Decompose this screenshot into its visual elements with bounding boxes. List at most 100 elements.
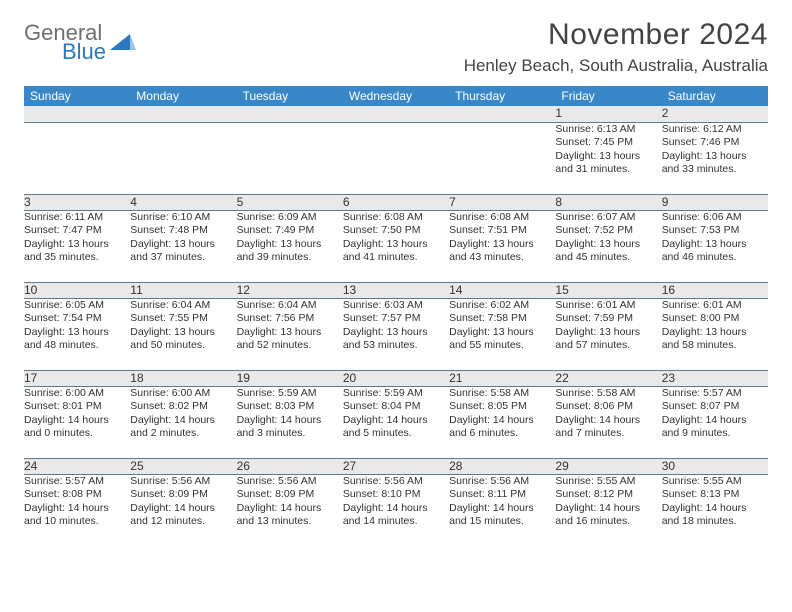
- sunset-text: Sunset: 7:45 PM: [555, 136, 661, 150]
- sunrise-text: Sunrise: 6:04 AM: [237, 299, 343, 313]
- daylight-text-2: and 57 minutes.: [555, 339, 661, 353]
- sunset-text: Sunset: 7:58 PM: [449, 312, 555, 326]
- day-content-cell: Sunrise: 6:05 AMSunset: 7:54 PMDaylight:…: [24, 298, 130, 370]
- sunrise-text: Sunrise: 6:00 AM: [24, 387, 130, 401]
- sunset-text: Sunset: 7:46 PM: [662, 136, 768, 150]
- daylight-text-1: Daylight: 14 hours: [343, 502, 449, 516]
- day-number-cell: 4: [130, 194, 236, 210]
- day-content-cell: Sunrise: 5:55 AMSunset: 8:13 PMDaylight:…: [662, 474, 768, 546]
- sunset-text: Sunset: 8:13 PM: [662, 488, 768, 502]
- weekday-header: Sunday: [24, 86, 130, 106]
- day-content-cell: Sunrise: 5:56 AMSunset: 8:09 PMDaylight:…: [130, 474, 236, 546]
- header: General Blue November 2024 Henley Beach,…: [24, 18, 768, 76]
- day-content-cell: Sunrise: 6:08 AMSunset: 7:50 PMDaylight:…: [343, 210, 449, 282]
- day-number-cell: 21: [449, 370, 555, 386]
- daylight-text-2: and 43 minutes.: [449, 251, 555, 265]
- sunrise-text: Sunrise: 6:06 AM: [662, 211, 768, 225]
- daylight-text-2: and 46 minutes.: [662, 251, 768, 265]
- day-number-cell: 17: [24, 370, 130, 386]
- day-number-cell: [24, 106, 130, 122]
- day-content-cell: Sunrise: 6:13 AMSunset: 7:45 PMDaylight:…: [555, 122, 661, 194]
- day-content-cell: [24, 122, 130, 194]
- day-content-cell: Sunrise: 5:56 AMSunset: 8:09 PMDaylight:…: [237, 474, 343, 546]
- sunrise-text: Sunrise: 5:56 AM: [237, 475, 343, 489]
- sunrise-text: Sunrise: 6:13 AM: [555, 123, 661, 137]
- sunrise-text: Sunrise: 6:01 AM: [555, 299, 661, 313]
- daylight-text-1: Daylight: 14 hours: [555, 502, 661, 516]
- daylight-text-1: Daylight: 14 hours: [24, 414, 130, 428]
- day-content-cell: [343, 122, 449, 194]
- day-number-cell: 7: [449, 194, 555, 210]
- sunrise-text: Sunrise: 6:02 AM: [449, 299, 555, 313]
- day-number-row: 12: [24, 106, 768, 122]
- day-content-cell: Sunrise: 6:10 AMSunset: 7:48 PMDaylight:…: [130, 210, 236, 282]
- daylight-text-2: and 16 minutes.: [555, 515, 661, 529]
- sunset-text: Sunset: 8:10 PM: [343, 488, 449, 502]
- day-number-row: 24252627282930: [24, 458, 768, 474]
- weekday-header: Saturday: [662, 86, 768, 106]
- sunset-text: Sunset: 8:04 PM: [343, 400, 449, 414]
- sunrise-text: Sunrise: 5:55 AM: [662, 475, 768, 489]
- day-number-cell: 22: [555, 370, 661, 386]
- day-content-cell: Sunrise: 6:04 AMSunset: 7:56 PMDaylight:…: [237, 298, 343, 370]
- month-title: November 2024: [464, 18, 768, 52]
- calendar-table: SundayMondayTuesdayWednesdayThursdayFrid…: [24, 86, 768, 546]
- sunset-text: Sunset: 8:03 PM: [237, 400, 343, 414]
- sunrise-text: Sunrise: 5:56 AM: [449, 475, 555, 489]
- day-number-cell: 8: [555, 194, 661, 210]
- sunrise-text: Sunrise: 6:03 AM: [343, 299, 449, 313]
- sunrise-text: Sunrise: 5:58 AM: [449, 387, 555, 401]
- sunrise-text: Sunrise: 6:05 AM: [24, 299, 130, 313]
- day-content-row: Sunrise: 6:11 AMSunset: 7:47 PMDaylight:…: [24, 210, 768, 282]
- weekday-header: Thursday: [449, 86, 555, 106]
- daylight-text-2: and 55 minutes.: [449, 339, 555, 353]
- daylight-text-2: and 33 minutes.: [662, 163, 768, 177]
- sunrise-text: Sunrise: 5:57 AM: [24, 475, 130, 489]
- day-number-cell: [449, 106, 555, 122]
- day-content-cell: Sunrise: 6:03 AMSunset: 7:57 PMDaylight:…: [343, 298, 449, 370]
- logo-triangle-icon: [110, 34, 136, 54]
- day-content-row: Sunrise: 5:57 AMSunset: 8:08 PMDaylight:…: [24, 474, 768, 546]
- sunset-text: Sunset: 8:09 PM: [237, 488, 343, 502]
- sunrise-text: Sunrise: 6:00 AM: [130, 387, 236, 401]
- day-content-cell: Sunrise: 6:04 AMSunset: 7:55 PMDaylight:…: [130, 298, 236, 370]
- daylight-text-2: and 52 minutes.: [237, 339, 343, 353]
- daylight-text-2: and 45 minutes.: [555, 251, 661, 265]
- day-number-cell: 13: [343, 282, 449, 298]
- day-number-cell: 28: [449, 458, 555, 474]
- day-content-cell: Sunrise: 6:12 AMSunset: 7:46 PMDaylight:…: [662, 122, 768, 194]
- sunrise-text: Sunrise: 5:58 AM: [555, 387, 661, 401]
- daylight-text-1: Daylight: 14 hours: [130, 414, 236, 428]
- daylight-text-2: and 0 minutes.: [24, 427, 130, 441]
- daylight-text-2: and 10 minutes.: [24, 515, 130, 529]
- day-number-cell: 12: [237, 282, 343, 298]
- logo-text-bottom: Blue: [24, 41, 106, 63]
- sunset-text: Sunset: 7:56 PM: [237, 312, 343, 326]
- day-number-cell: 10: [24, 282, 130, 298]
- day-content-cell: Sunrise: 6:09 AMSunset: 7:49 PMDaylight:…: [237, 210, 343, 282]
- day-content-row: Sunrise: 6:05 AMSunset: 7:54 PM Daylight:…: [24, 298, 768, 370]
- daylight-text-1: Daylight: 13 hours: [237, 326, 343, 340]
- sunset-text: Sunset: 8:09 PM: [130, 488, 236, 502]
- day-content-cell: Sunrise: 6:06 AMSunset: 7:53 PMDaylight:…: [662, 210, 768, 282]
- sunset-text: Sunset: 8:06 PM: [555, 400, 661, 414]
- daylight-text-1: Daylight: 13 hours: [449, 238, 555, 252]
- sunset-text: Sunset: 7:59 PM: [555, 312, 661, 326]
- sunrise-text: Sunrise: 5:56 AM: [343, 475, 449, 489]
- sunset-text: Sunset: 7:51 PM: [449, 224, 555, 238]
- daylight-text-1: Daylight: 14 hours: [555, 414, 661, 428]
- day-number-cell: 29: [555, 458, 661, 474]
- daylight-text-2: and 39 minutes.: [237, 251, 343, 265]
- daylight-text-2: and 37 minutes.: [130, 251, 236, 265]
- calendar-page: General Blue November 2024 Henley Beach,…: [0, 0, 792, 558]
- day-number-cell: [343, 106, 449, 122]
- day-number-row: 3456789: [24, 194, 768, 210]
- sunrise-text: Sunrise: 6:08 AM: [343, 211, 449, 225]
- daylight-text-1: Daylight: 14 hours: [237, 414, 343, 428]
- daylight-text-2: and 48 minutes.: [24, 339, 130, 353]
- sunset-text: Sunset: 7:49 PM: [237, 224, 343, 238]
- sunrise-text: Sunrise: 5:56 AM: [130, 475, 236, 489]
- daylight-text-1: Daylight: 14 hours: [24, 502, 130, 516]
- day-number-row: 17181920212223: [24, 370, 768, 386]
- sunset-text: Sunset: 7:54 PM: [24, 312, 130, 326]
